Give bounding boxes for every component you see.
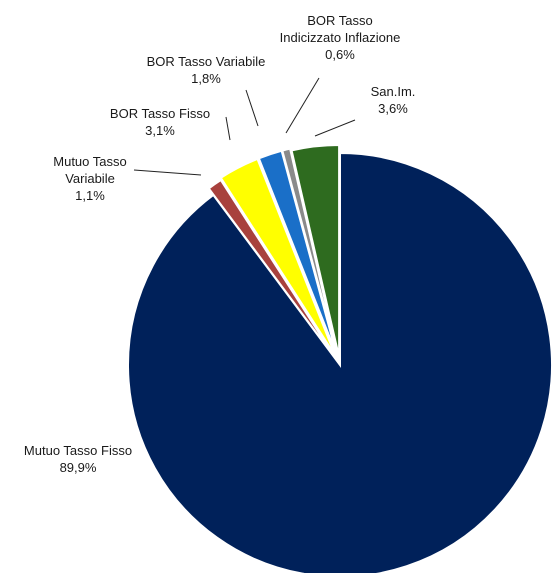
slice-value-label: 1,1% bbox=[75, 188, 105, 203]
slice-label-1: Mutuo Tasso Fisso 89,9% bbox=[24, 443, 132, 475]
leader-line-3 bbox=[225, 116, 231, 141]
slice-value-label: 89,9% bbox=[60, 460, 97, 475]
leader-line-2 bbox=[133, 169, 202, 176]
slice-value-label: 3,6% bbox=[378, 101, 408, 116]
slice-value-label: 1,8% bbox=[191, 71, 221, 86]
slice-name-line: BOR Tasso Variabile bbox=[147, 54, 266, 69]
slice-value-label: 0,6% bbox=[325, 47, 355, 62]
slice-name-line: Mutuo Tasso Fisso bbox=[24, 443, 132, 458]
leader-line-5 bbox=[285, 77, 320, 134]
leader-line-6 bbox=[314, 119, 356, 137]
slice-label-3: BOR Tasso Fisso 3,1% bbox=[110, 106, 210, 138]
pie-slice-6 bbox=[290, 144, 341, 358]
slice-name-line: Mutuo Tasso bbox=[53, 154, 126, 169]
slice-label-2: Mutuo Tasso Variabile 1,1% bbox=[53, 154, 126, 203]
slice-label-5: BOR Tasso Indicizzato Inflazione 0,6% bbox=[280, 13, 401, 62]
pie-slice-2 bbox=[207, 178, 337, 360]
slice-name-line: Indicizzato Inflazione bbox=[280, 30, 401, 45]
pie-slice-3 bbox=[219, 157, 337, 357]
pie-slice-1 bbox=[127, 151, 552, 573]
slice-name-line: San.Im. bbox=[371, 84, 416, 99]
slice-name-line: BOR Tasso Fisso bbox=[110, 106, 210, 121]
leader-line-4 bbox=[245, 89, 259, 127]
slice-name-line: Variabile bbox=[65, 171, 115, 186]
slice-value-label: 3,1% bbox=[145, 123, 175, 138]
slice-label-6: San.Im. 3,6% bbox=[371, 84, 416, 116]
slice-name-line: BOR Tasso bbox=[307, 13, 373, 28]
slice-label-4: BOR Tasso Variabile 1,8% bbox=[147, 54, 266, 86]
pie-slice-5 bbox=[281, 147, 339, 356]
